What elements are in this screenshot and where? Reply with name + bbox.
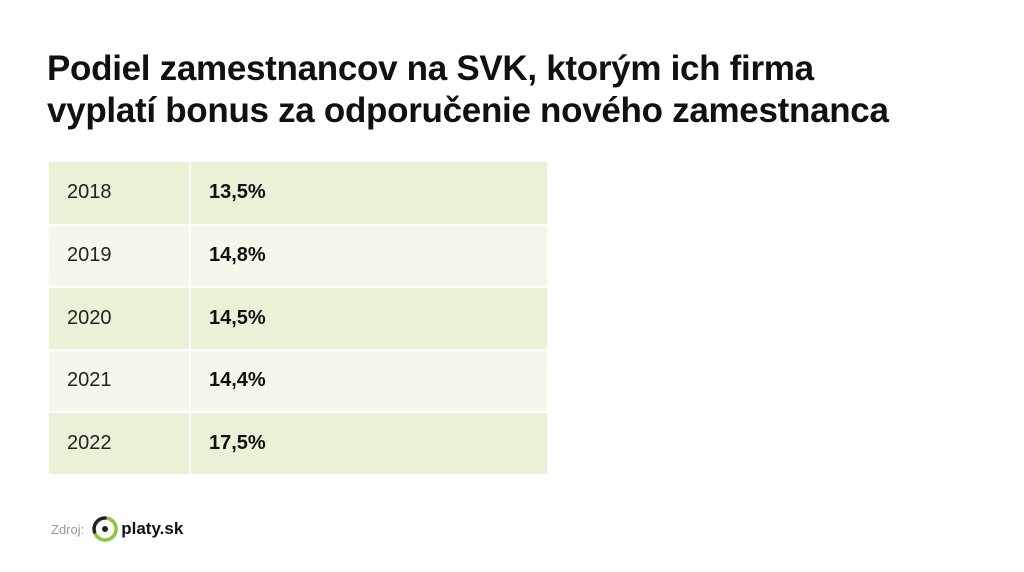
source-label: Zdroj: xyxy=(51,521,85,537)
table-row: 2020 14,5% xyxy=(49,286,547,351)
title-line: Podiel zamestnancov na SVK, ktorým ich f… xyxy=(47,49,814,88)
year-cell: 2018 xyxy=(49,162,191,226)
table-row: 2022 17,5% xyxy=(49,411,547,476)
value-cell: 14,4% xyxy=(189,348,547,413)
table-row: 2021 14,4% xyxy=(49,348,547,413)
value-cell: 13,5% xyxy=(189,162,547,226)
value-cell: 17,5% xyxy=(189,411,547,476)
logo-icon xyxy=(92,516,119,542)
table-row: 2019 14,8% xyxy=(49,223,547,288)
year-cell: 2020 xyxy=(49,286,191,351)
logo-text: platy.sk xyxy=(121,519,184,538)
year-cell: 2021 xyxy=(49,348,191,413)
table: 2018 13,5% 2019 14,8% 2020 14,5% 2021 14,4% 2022… xyxy=(49,162,547,476)
table-row: 2018 13,5% xyxy=(49,162,547,226)
source: Zdroj: platy.sk xyxy=(51,514,183,544)
title: Podiel zamestnancov na SVK, ktorým ich f… xyxy=(47,48,889,132)
title-line: vyplatí bonus za odporučenie nového zame… xyxy=(47,91,889,130)
year-cell: 2022 xyxy=(49,411,191,476)
value-cell: 14,8% xyxy=(189,223,547,288)
value-cell: 14,5% xyxy=(189,286,547,351)
year-cell: 2019 xyxy=(49,223,191,288)
